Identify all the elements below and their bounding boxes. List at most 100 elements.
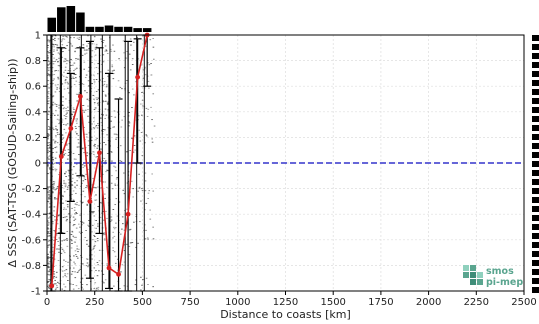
scatter-point [113, 228, 116, 230]
scatter-point [105, 49, 108, 51]
scatter-point [47, 253, 49, 255]
scatter-point [47, 188, 49, 190]
scatter-point [57, 260, 60, 262]
scatter-point [115, 170, 117, 172]
scatter-point [91, 83, 93, 85]
scatter-point [71, 45, 74, 47]
scatter-point [76, 180, 79, 182]
scatter-point [102, 100, 104, 102]
scatter-point [49, 186, 51, 188]
scatter-point [145, 107, 148, 109]
scatter-point [47, 64, 49, 66]
scatter-point [48, 40, 51, 42]
scatter-point [114, 183, 116, 185]
scatter-point [94, 199, 97, 201]
scatter-point [73, 111, 76, 113]
y-axis-title: Δ SSS (SAT-TSG (GOSUD-Sailing-ship)) [6, 58, 19, 267]
scatter-point [128, 121, 130, 122]
scatter-point [48, 125, 50, 127]
scatter-point [49, 67, 51, 68]
scatter-point [133, 50, 135, 51]
scatter-point [72, 64, 74, 66]
scatter-point [73, 77, 75, 79]
right-histogram-bar [532, 125, 539, 131]
scatter-point [79, 185, 82, 187]
scatter-point [129, 38, 132, 40]
scatter-point [65, 269, 68, 271]
scatter-point [99, 79, 102, 81]
scatter-point [64, 260, 67, 262]
scatter-point [52, 169, 54, 171]
scatter-point [152, 93, 155, 95]
scatter-point [49, 148, 51, 149]
scatter-point [76, 67, 78, 69]
scatter-point [75, 254, 77, 256]
scatter-point [102, 54, 105, 56]
scatter-point [62, 35, 64, 37]
median-point [58, 154, 64, 160]
scatter-point [48, 244, 50, 246]
scatter-point [85, 265, 88, 267]
y-tick-label: 0.6 [25, 82, 41, 93]
scatter-point [152, 226, 154, 228]
scatter-point [56, 186, 59, 188]
scatter-point [126, 182, 129, 184]
scatter-point [70, 169, 73, 171]
scatter-point [141, 85, 143, 87]
scatter-point [73, 261, 75, 263]
scatter-point [47, 144, 49, 146]
scatter-point [74, 277, 77, 279]
scatter-point [92, 212, 94, 214]
scatter-point [117, 80, 120, 82]
scatter-point [86, 155, 88, 157]
scatter-point [64, 216, 66, 218]
y-tick-label: -0.6 [21, 235, 41, 246]
scatter-point [92, 94, 95, 96]
scatter-point [47, 227, 49, 229]
right-histogram-bar [532, 170, 539, 176]
scatter-point [104, 160, 107, 162]
scatter-point [100, 148, 102, 150]
scatter-point [94, 48, 97, 50]
scatter-point [56, 47, 58, 49]
scatter-point [115, 133, 117, 135]
scatter-point [64, 80, 67, 82]
scatter-point [76, 37, 79, 39]
scatter-point [130, 242, 133, 244]
scatter-point [57, 215, 60, 217]
scatter-point [47, 257, 49, 259]
scatter-point [106, 264, 109, 266]
scatter-point [68, 60, 70, 62]
scatter-point [78, 223, 80, 225]
scatter-point [47, 91, 50, 93]
scatter-point [123, 172, 125, 174]
scatter-point [95, 45, 98, 47]
scatter-point [53, 78, 55, 80]
scatter-point [65, 63, 68, 65]
scatter-point [87, 70, 90, 72]
scatter-point [63, 252, 66, 254]
scatter-point [51, 96, 54, 98]
scatter-point [49, 145, 51, 147]
scatter-point [65, 116, 67, 117]
scatter-point [47, 201, 50, 203]
scatter-point [58, 214, 60, 216]
scatter-point [72, 225, 75, 227]
scatter-point [128, 229, 131, 231]
scatter-point [61, 187, 64, 189]
scatter-point [48, 257, 51, 259]
scatter-point [76, 122, 78, 124]
scatter-point [105, 86, 108, 88]
scatter-point [140, 276, 142, 278]
scatter-point [74, 74, 77, 75]
scatter-point [149, 209, 151, 211]
scatter-point [97, 63, 100, 65]
logo-line1: smos [486, 266, 514, 277]
scatter-point [151, 141, 154, 143]
scatter-point [48, 63, 51, 65]
scatter-point [147, 238, 149, 240]
scatter-point [132, 188, 135, 190]
scatter-point [69, 259, 72, 261]
scatter-point [54, 103, 56, 105]
